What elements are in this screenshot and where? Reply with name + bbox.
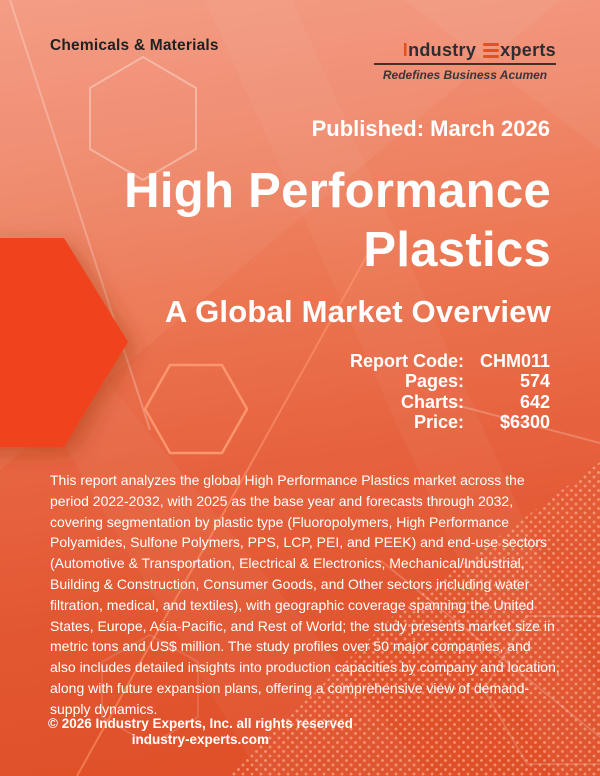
meta-label: Price: [413, 412, 464, 433]
footer: © 2026 Industry Experts, Inc. all rights… [48, 716, 353, 747]
meta-row-report-code: Report Code: CHM011 [314, 351, 550, 371]
logo-word1-accent: I [402, 40, 409, 60]
meta-value: $6300 [499, 412, 550, 433]
report-description: This report analyzes the global High Per… [50, 472, 560, 717]
report-title-line1: High Performance [124, 164, 551, 218]
logo-word2-rest: xperts [500, 40, 556, 60]
meta-value: 642 [519, 391, 550, 412]
copyright-text: © 2026 Industry Experts, Inc. all rights… [48, 716, 353, 731]
category-label: Chemicals & Materials [50, 37, 219, 54]
e-bar [483, 54, 500, 59]
logo-word1-rest: ndustry [408, 40, 477, 60]
meta-row-charts: Charts: 642 [314, 392, 550, 412]
report-subtitle: A Global Market Overview [164, 294, 551, 329]
logo-underline [374, 63, 556, 65]
published-date: Published: March 2026 [311, 116, 550, 141]
e-bar [483, 42, 500, 47]
meta-label: Report Code: [350, 351, 464, 371]
report-title: High Performance Plastics [124, 162, 551, 280]
e-bar [483, 48, 500, 53]
report-title-line2: Plastics [363, 223, 551, 277]
meta-row-pages: Pages: 574 [314, 371, 550, 391]
logo-tagline: Redefines Business Acumen [382, 67, 548, 82]
hexagon-outline-icon [143, 363, 249, 455]
meta-row-price: Price: $6300 [314, 412, 550, 432]
meta-value: CHM011 [479, 351, 550, 371]
meta-label: Pages: [404, 371, 464, 392]
logo-e-icon [483, 42, 500, 59]
website-link[interactable]: industry-experts.com [131, 731, 270, 747]
meta-label: Charts: [400, 391, 464, 412]
hexagon-filled-icon [0, 238, 128, 447]
report-meta: Report Code: CHM011 Pages: 574 Charts: 6… [314, 351, 550, 433]
meta-value: 574 [519, 371, 550, 392]
